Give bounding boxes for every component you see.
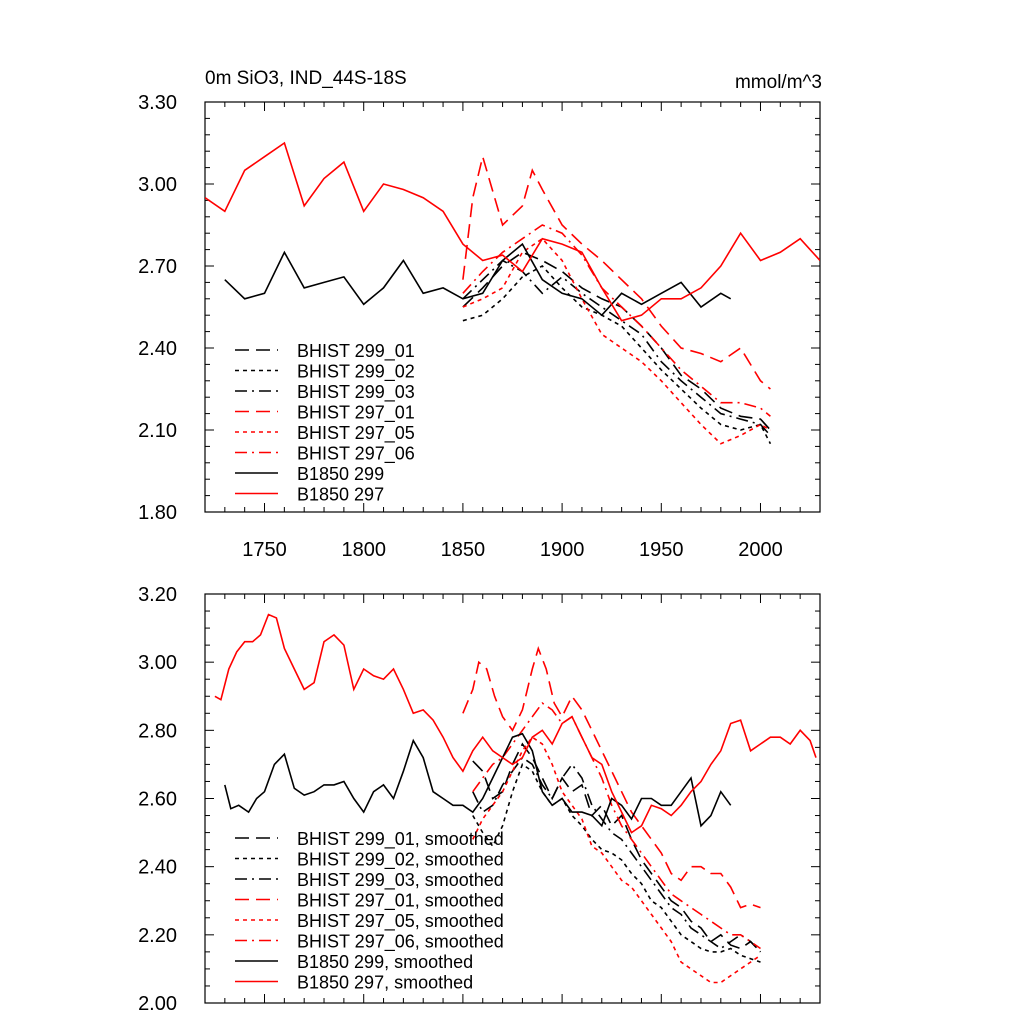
series-line-bhist-297-05-smoothed	[472, 736, 761, 984]
legend-label: BHIST 297_01	[297, 403, 415, 424]
y-tick-label: 2.10	[138, 420, 177, 442]
bottom-panel: 2.00 2.20 2.40 2.60 2.80 3.00 3.20 BHIST 299_01…	[138, 584, 821, 1015]
legend-label: B1850 297, smoothed	[297, 973, 473, 993]
top-panel: 0m SiO3, IND_44S-18S mmol/m^3 1750 1800 18…	[138, 68, 822, 561]
y-tick-label: 3.00	[138, 174, 177, 196]
y-tick-label: 2.40	[138, 338, 177, 360]
series-line-b1850-297	[205, 141, 820, 322]
units-label: mmol/m^3	[735, 72, 822, 93]
y-tick-label: 3.20	[138, 584, 177, 606]
y-tick-label: 2.40	[138, 857, 177, 879]
y-tick-label: 3.00	[138, 652, 177, 674]
series-line-bhist-297-05	[462, 237, 771, 445]
y-tick-label: 2.20	[138, 925, 177, 947]
x-tick-label: 1900	[540, 539, 585, 561]
legend-label: BHIST 297_06, smoothed	[297, 932, 504, 953]
series-line-bhist-299-01-smoothed	[472, 742, 762, 953]
x-tick-label: 1850	[441, 539, 486, 561]
series-line-bhist-297-06-smoothed	[472, 702, 761, 950]
series-line-b1850-299	[224, 242, 732, 317]
y-tick-label: 1.80	[138, 502, 177, 524]
series-line-bhist-297-06	[462, 224, 771, 417]
legend-label: BHIST 299_02, smoothed	[297, 850, 504, 871]
legend-label: B1850 299	[297, 464, 384, 484]
legend-label: BHIST 297_05, smoothed	[297, 911, 504, 932]
y-tick-label: 2.00	[138, 993, 177, 1015]
legend-label: B1850 299, smoothed	[297, 952, 473, 972]
legend-label: BHIST 297_06	[297, 444, 415, 465]
x-tick-label: 2000	[738, 539, 783, 561]
series-line-b1850-297-smoothed	[214, 613, 817, 834]
series-line-b1850-299-smoothed	[224, 732, 732, 828]
legend-label: B1850 297	[297, 485, 384, 505]
series-line-bhist-299-02	[462, 264, 772, 445]
chart-title: 0m SiO3, IND_44S-18S	[205, 68, 407, 89]
series-line-bhist-297-01	[462, 153, 771, 390]
legend-label: BHIST 297_05	[297, 423, 415, 444]
series-line-bhist-299-02-smoothed	[472, 763, 761, 963]
legend-label: BHIST 299_03	[297, 382, 415, 403]
legend-label: BHIST 299_03, smoothed	[297, 870, 504, 891]
y-tick-label: 2.70	[138, 256, 177, 278]
y-tick-label: 2.80	[138, 720, 177, 742]
x-tick-label: 1750	[242, 539, 287, 561]
legend-label: BHIST 297_01, smoothed	[297, 891, 504, 912]
legend-label: BHIST 299_01	[297, 341, 415, 362]
x-tick-label: 1800	[341, 539, 386, 561]
series-line-bhist-299-03-smoothed	[472, 756, 762, 953]
y-tick-label: 2.60	[138, 789, 177, 811]
y-tick-label: 3.30	[138, 92, 177, 114]
plot-frame	[204, 101, 821, 513]
x-tick-label: 1950	[639, 539, 684, 561]
legend-label: BHIST 299_01, smoothed	[297, 829, 504, 850]
legend-label: BHIST 299_02	[297, 362, 415, 383]
